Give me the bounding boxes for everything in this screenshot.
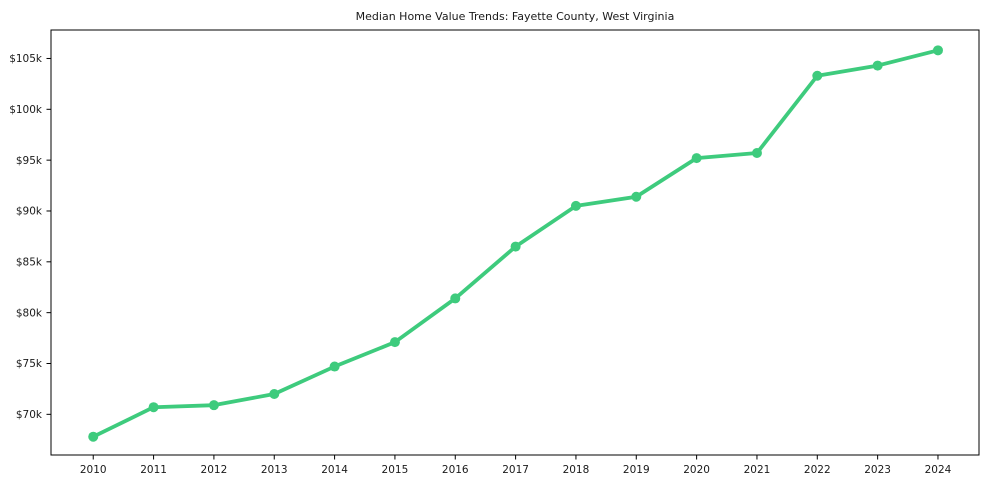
- y-axis-tick-label: $100k: [9, 104, 43, 116]
- data-point-2011: [148, 402, 159, 413]
- x-axis-tick-label: 2018: [563, 464, 590, 476]
- x-axis-tick-label: 2023: [864, 464, 891, 476]
- y-axis-tick-label: $90k: [16, 206, 43, 218]
- y-axis-tick-label: $80k: [16, 307, 43, 319]
- data-point-2023: [872, 60, 883, 71]
- x-axis-tick-label: 2010: [80, 464, 107, 476]
- x-axis-tick-label: 2014: [321, 464, 348, 476]
- plot-border: [50, 29, 980, 456]
- y-axis-tick-label: $95k: [16, 155, 43, 167]
- data-point-2010: [88, 431, 99, 442]
- data-point-2017: [510, 241, 521, 252]
- x-axis-tick-label: 2013: [261, 464, 288, 476]
- x-axis-tick-label: 2021: [744, 464, 771, 476]
- y-axis-tick-label: $105k: [9, 53, 43, 65]
- x-axis-tick-label: 2024: [925, 464, 952, 476]
- data-point-2019: [631, 191, 642, 202]
- y-axis-tick-label: $85k: [16, 256, 43, 268]
- data-point-2012: [208, 400, 219, 411]
- data-point-2013: [269, 388, 280, 399]
- data-point-2018: [570, 200, 581, 211]
- data-point-2024: [932, 45, 943, 56]
- y-axis-tick-label: $70k: [16, 409, 43, 421]
- data-point-2022: [812, 70, 823, 81]
- data-point-2014: [329, 361, 340, 372]
- data-point-2016: [450, 293, 461, 304]
- data-point-2020: [691, 153, 702, 164]
- x-axis-tick-label: 2022: [804, 464, 831, 476]
- x-axis-tick-label: 2017: [502, 464, 529, 476]
- x-axis-tick-label: 2016: [442, 464, 469, 476]
- x-axis-tick-label: 2015: [382, 464, 409, 476]
- x-axis-tick-label: 2011: [140, 464, 167, 476]
- x-axis-tick-label: 2020: [683, 464, 710, 476]
- plot-area: $70k $75k $80k $85k $90k $95k $100k $105k 2010 20…: [9, 29, 980, 476]
- y-axis-tick-label: $75k: [16, 358, 43, 370]
- data-point-2021: [751, 148, 762, 159]
- chart-title: Median Home Value Trends: Fayette County…: [356, 10, 675, 23]
- x-axis-tick-label: 2012: [201, 464, 228, 476]
- x-axis-tick-label: 2019: [623, 464, 650, 476]
- data-point-2015: [389, 337, 400, 348]
